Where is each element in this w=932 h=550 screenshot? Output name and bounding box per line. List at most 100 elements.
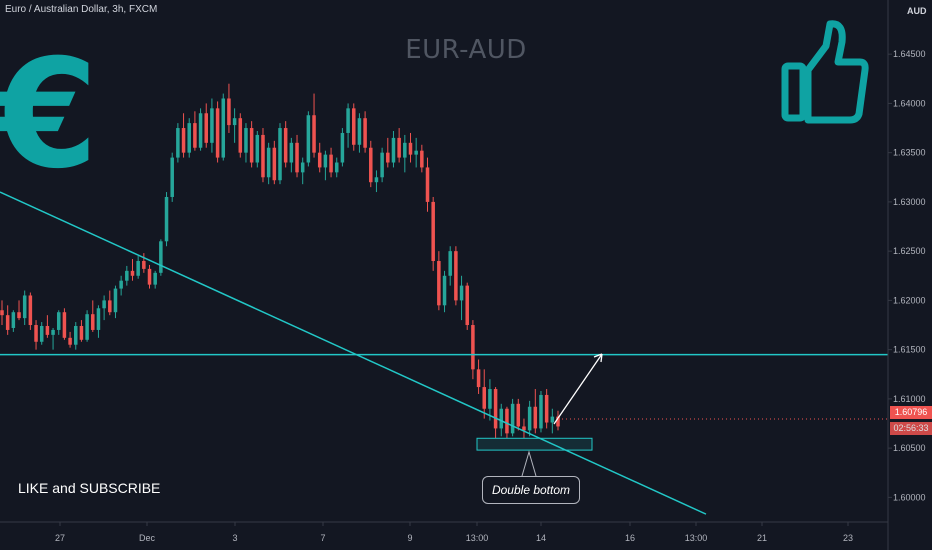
x-tick-label: 13:00	[685, 533, 708, 543]
candle-body	[527, 406, 532, 431]
candle-body	[68, 337, 72, 345]
candle-body	[448, 251, 452, 276]
candle-body	[499, 408, 504, 429]
candle-body	[193, 123, 197, 148]
candle-body	[380, 152, 384, 178]
candle-body	[420, 150, 424, 168]
candle-body	[181, 128, 186, 153]
candle-body	[79, 326, 84, 340]
candle-body	[56, 312, 61, 330]
candle-body	[323, 154, 328, 168]
candle-body	[340, 132, 345, 163]
candle-body	[204, 113, 209, 143]
euro-icon: €	[0, 28, 99, 202]
candle-body	[550, 416, 555, 423]
candle-body	[516, 403, 521, 427]
x-tick-label: 7	[320, 533, 325, 543]
candle-body	[91, 314, 95, 330]
candle-body	[102, 300, 106, 309]
candle-body	[312, 115, 316, 153]
candle-body	[510, 403, 515, 434]
candle-body	[73, 326, 78, 345]
candle-body	[391, 137, 396, 163]
candle-body	[397, 137, 401, 158]
y-tick-label: 1.60500	[893, 443, 926, 453]
x-tick-label: 23	[843, 533, 853, 543]
candle-body	[249, 128, 254, 163]
x-tick-label: 21	[757, 533, 767, 543]
candle-body	[408, 142, 413, 155]
candle-body	[454, 251, 458, 301]
symbol-header: Euro / Australian Dollar, 3h, FXCM	[5, 4, 158, 15]
double-bottom-zone	[476, 437, 593, 451]
candle-body	[278, 128, 282, 181]
x-tick-label: 16	[625, 533, 635, 543]
candle-body	[533, 406, 538, 429]
callout-pointer	[521, 450, 537, 477]
candle-body	[153, 272, 157, 285]
candle-body	[198, 113, 203, 148]
y-tick-label: 1.63000	[893, 197, 926, 207]
x-tick-label: 9	[407, 533, 412, 543]
candle-body	[96, 308, 101, 330]
candle-body	[170, 157, 174, 197]
candle-body	[28, 295, 33, 326]
candle-body	[255, 134, 260, 163]
x-tick-label: 27	[55, 533, 65, 543]
candle-body	[39, 326, 44, 342]
y-tick-label: 1.64500	[893, 49, 926, 59]
candle-body	[351, 108, 356, 145]
candle-body	[159, 241, 163, 273]
x-tick-label: 3	[232, 533, 237, 543]
candle-body	[22, 295, 27, 319]
candle-body	[431, 201, 435, 261]
candle-body	[437, 261, 441, 306]
candle-body	[136, 261, 140, 276]
candle-body	[289, 142, 294, 163]
candle-body	[119, 280, 123, 289]
candle-body	[414, 150, 418, 155]
candle-body	[5, 315, 10, 330]
candle-body	[221, 98, 226, 158]
candle-body	[459, 285, 464, 301]
candle-body	[11, 312, 16, 328]
y-tick-label: 1.61500	[893, 345, 926, 355]
candle-body	[425, 167, 430, 202]
candle-body	[187, 123, 191, 153]
candle-body	[266, 147, 271, 178]
x-tick-label: 13:00	[466, 533, 489, 543]
last-price-tag: 1.60796	[890, 406, 932, 419]
arrow-head-icon	[593, 353, 603, 363]
candle-body	[329, 154, 333, 173]
candle-body	[62, 312, 67, 338]
candle-body	[334, 162, 339, 173]
candle-body	[346, 108, 350, 133]
candle-body	[403, 142, 407, 158]
candle-body	[374, 177, 379, 183]
y-tick-label: 1.60000	[893, 492, 926, 502]
candle-body	[108, 300, 112, 313]
candle-body	[482, 387, 487, 409]
candle-body	[244, 128, 248, 153]
candle-body	[176, 128, 180, 158]
candle-body	[300, 162, 305, 173]
x-tick-label: Dec	[139, 533, 156, 543]
chart-title: EUR-AUD	[405, 35, 527, 65]
candle-body	[544, 394, 549, 423]
double-bottom-callout: Double bottom	[482, 476, 580, 504]
candle-body	[471, 325, 475, 370]
candle-body	[369, 147, 373, 183]
trendline	[0, 191, 707, 515]
candle-body	[130, 270, 135, 276]
candle-body	[227, 98, 231, 126]
candle-body	[45, 326, 50, 335]
candle-body	[261, 134, 265, 178]
candle-body	[493, 389, 498, 429]
y-tick-label: 1.63500	[893, 148, 926, 158]
y-tick-label: 1.62000	[893, 295, 926, 305]
candle-body	[164, 196, 169, 242]
candle-body	[210, 108, 214, 143]
candle-body	[556, 416, 560, 427]
projection-arrow	[553, 353, 603, 425]
